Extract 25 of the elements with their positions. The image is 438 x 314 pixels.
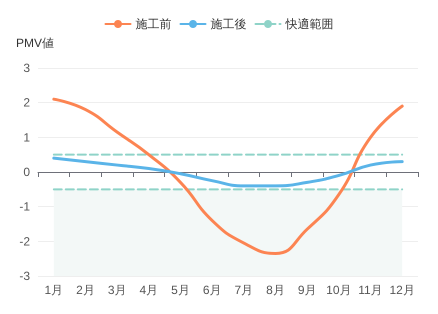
x-tick-label: 8月 xyxy=(266,283,285,297)
y-tick-label: -3 xyxy=(19,269,30,283)
line-series xyxy=(52,156,404,188)
y-tick-label: 1 xyxy=(23,130,30,144)
x-tick-label: 11月 xyxy=(358,283,383,297)
x-tick-label: 1月 xyxy=(44,283,64,297)
y-tick-label: -1 xyxy=(19,200,30,214)
y-tick-label: -2 xyxy=(19,234,30,248)
legend-label: 快適範囲 xyxy=(284,17,334,31)
y-axis-title: PMV値 xyxy=(16,36,54,50)
y-tick-label: 2 xyxy=(23,96,30,110)
x-tick-label: 5月 xyxy=(171,283,190,297)
x-tick-label: 6月 xyxy=(202,283,222,297)
x-tick-label: 12月 xyxy=(389,283,415,297)
y-tick-label: 0 xyxy=(23,165,30,179)
y-tick-label: 3 xyxy=(23,61,30,75)
x-tick-label: 9月 xyxy=(298,283,317,297)
x-tick-label: 7月 xyxy=(234,283,254,297)
legend-label: 施工前 xyxy=(136,17,172,31)
legend-label: 施工後 xyxy=(210,17,246,31)
x-tick-label: 10月 xyxy=(326,283,352,297)
x-tick-label: 4月 xyxy=(139,283,158,297)
x-tick-label: 2月 xyxy=(76,283,95,297)
line-series xyxy=(52,98,404,255)
x-tick-label: 3月 xyxy=(108,283,127,297)
